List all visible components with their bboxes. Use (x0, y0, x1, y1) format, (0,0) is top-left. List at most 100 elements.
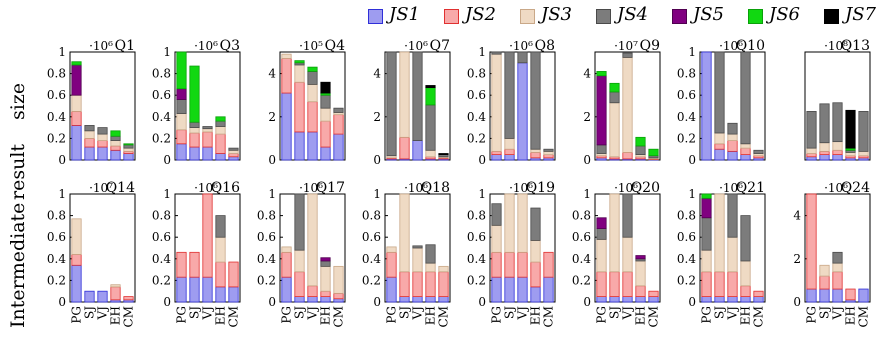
multiplier-label: ·10⁶ (194, 39, 218, 53)
x-tick-label: VJ (96, 306, 110, 321)
y-axis-title: Intermediate result size (0, 40, 36, 340)
y-tick-label: 0.4 (152, 110, 171, 124)
bar-segment-js1-sj (189, 276, 200, 303)
bar-segment-js2-vj (832, 271, 843, 290)
bar-segment-js5-pg (596, 75, 607, 146)
multiplier-label: ·10⁶ (404, 39, 428, 53)
bar-segment-js1-vj (97, 290, 108, 303)
bar-segment-js2-pg (281, 58, 292, 94)
bar-segment-js2-eh (635, 285, 646, 298)
x-tick-label: PG (595, 306, 609, 324)
bar-segment-js1-vj (517, 62, 528, 161)
bar-segment-js2-vj (622, 271, 633, 297)
y-tick-label: 0.6 (362, 230, 381, 244)
y-tick-label: 0 (373, 153, 381, 167)
bar-segment-js2-cm (123, 296, 134, 301)
subchart-title: Q10 (736, 38, 765, 54)
bar-segment-js3-pg (491, 224, 502, 253)
bar-segment-js1-pg (281, 276, 292, 303)
bar-segment-js2-pg (491, 150, 502, 156)
bar-segment-js3-eh (320, 265, 331, 292)
bar-segment-js3-vj (727, 133, 738, 141)
bar-segment-js1-eh (215, 153, 226, 161)
bar-segment-js1-pg (176, 276, 187, 303)
bar-segment-js3-eh (845, 152, 856, 157)
bar-segment-js1-vj (727, 150, 738, 161)
bar-segment-js3-sj (504, 138, 515, 150)
bar-segment-js2-sj (294, 271, 305, 297)
x-tick-label: CM (122, 306, 136, 327)
x-tick-label: CM (752, 306, 766, 327)
bar-segment-js3-vj (412, 247, 423, 273)
y-tick-label: 0 (268, 295, 276, 309)
bar-segment-js3-sj (609, 193, 620, 273)
bar-segment-js1-eh (425, 296, 436, 303)
bar-segment-js3-cm (858, 150, 869, 157)
bar-segment-js1-sj (714, 296, 725, 303)
bar-segment-js1-vj (832, 154, 843, 161)
y-tick-label: 1 (478, 187, 486, 201)
bar-segment-js7-eh (320, 81, 331, 94)
bar-segment-js4-vj (412, 51, 423, 141)
subchart-q9: 0 2 4 ·10⁷ Q9 (583, 38, 661, 167)
bar-segment-js2-vj (307, 285, 318, 298)
subchart-title: Q7 (430, 38, 450, 54)
bar-segment-js1-sj (819, 154, 830, 161)
bar-segment-js4-eh (425, 244, 436, 264)
bar-segment-js2-sj (399, 136, 410, 160)
bar-segment-js3-pg (596, 238, 607, 273)
bar-segment-js1-cm (858, 288, 869, 303)
bar-segment-js1-eh (740, 154, 751, 161)
bar-segment-js2-vj (412, 271, 423, 297)
subchart-q3: 0 0.2 0.4 0.6 0.8 1 ·10⁶ Q3 (152, 38, 241, 167)
y-tick-label: 2 (583, 110, 591, 124)
y-tick-label: 0.8 (677, 67, 696, 81)
bar-segment-js7-eh (425, 85, 436, 89)
bar-segment-js2-cm (543, 154, 554, 159)
bar-segment-js2-pg (806, 153, 817, 158)
bar-segment-js1-pg (701, 51, 712, 161)
bar-segment-js4-sj (294, 193, 305, 251)
bar-segment-js6-eh (425, 87, 436, 106)
multiplier-label: ·10⁸ (824, 39, 848, 53)
bar-segment-js4-vj (727, 122, 738, 135)
bar-segment-js4-sj (504, 51, 515, 139)
bar-segment-js6-vj (307, 66, 318, 72)
bar-segment-js5-eh (635, 255, 646, 260)
y-tick-label: 0.2 (677, 273, 696, 287)
x-tick-label: EH (319, 306, 333, 325)
bar-segment-js1-vj (202, 146, 213, 161)
bar-segment-js3-cm (123, 147, 134, 152)
bar-segment-js6-pg (596, 71, 607, 77)
x-tick-label: PG (70, 306, 84, 324)
bar-segment-js2-cm (228, 153, 239, 158)
bar-segment-js3-eh (635, 260, 646, 287)
y-tick-label: 1 (478, 45, 486, 59)
multiplier-label: ·10⁶ (719, 181, 743, 195)
y-axis-title-line-2: result (7, 144, 29, 200)
bar-segment-js2-vj (622, 152, 633, 160)
bar-segment-js1-pg (596, 296, 607, 303)
bar-segment-js2-pg (806, 193, 817, 290)
bar-segment-js4-eh (635, 145, 646, 155)
bar-segment-js2-sj (714, 143, 725, 150)
y-tick-label: 0.8 (152, 209, 171, 223)
bar-segment-js1-vj (307, 296, 318, 303)
bar-segment-js6-cm (648, 148, 659, 157)
bar-segment-js4-pg (701, 217, 712, 251)
bar-segment-js3-cm (543, 150, 554, 156)
bar-segment-js2-eh (530, 152, 541, 159)
bar-segment-js2-sj (399, 271, 410, 297)
y-tick-label: 0.6 (152, 88, 171, 102)
legend: JS1 JS2 JS3 JS4 JS5 JS6 JS7 (360, 2, 896, 32)
y-tick-label: 0 (163, 153, 171, 167)
bar-segment-js6-pg (176, 51, 187, 90)
bar-segment-js5-pg (596, 217, 607, 229)
bar-segment-js1-sj (294, 131, 305, 161)
bar-segment-js4-vj (517, 51, 528, 64)
multiplier-label: ·10⁶ (509, 181, 533, 195)
bar-segment-js5-pg (701, 197, 712, 219)
subchart-q8: 0 0.2 0.4 0.6 0.8 1 ·10⁶ Q8 (467, 38, 556, 167)
bar-segment-js3-eh (425, 262, 436, 273)
bar-segment-js4-cm (228, 147, 239, 151)
